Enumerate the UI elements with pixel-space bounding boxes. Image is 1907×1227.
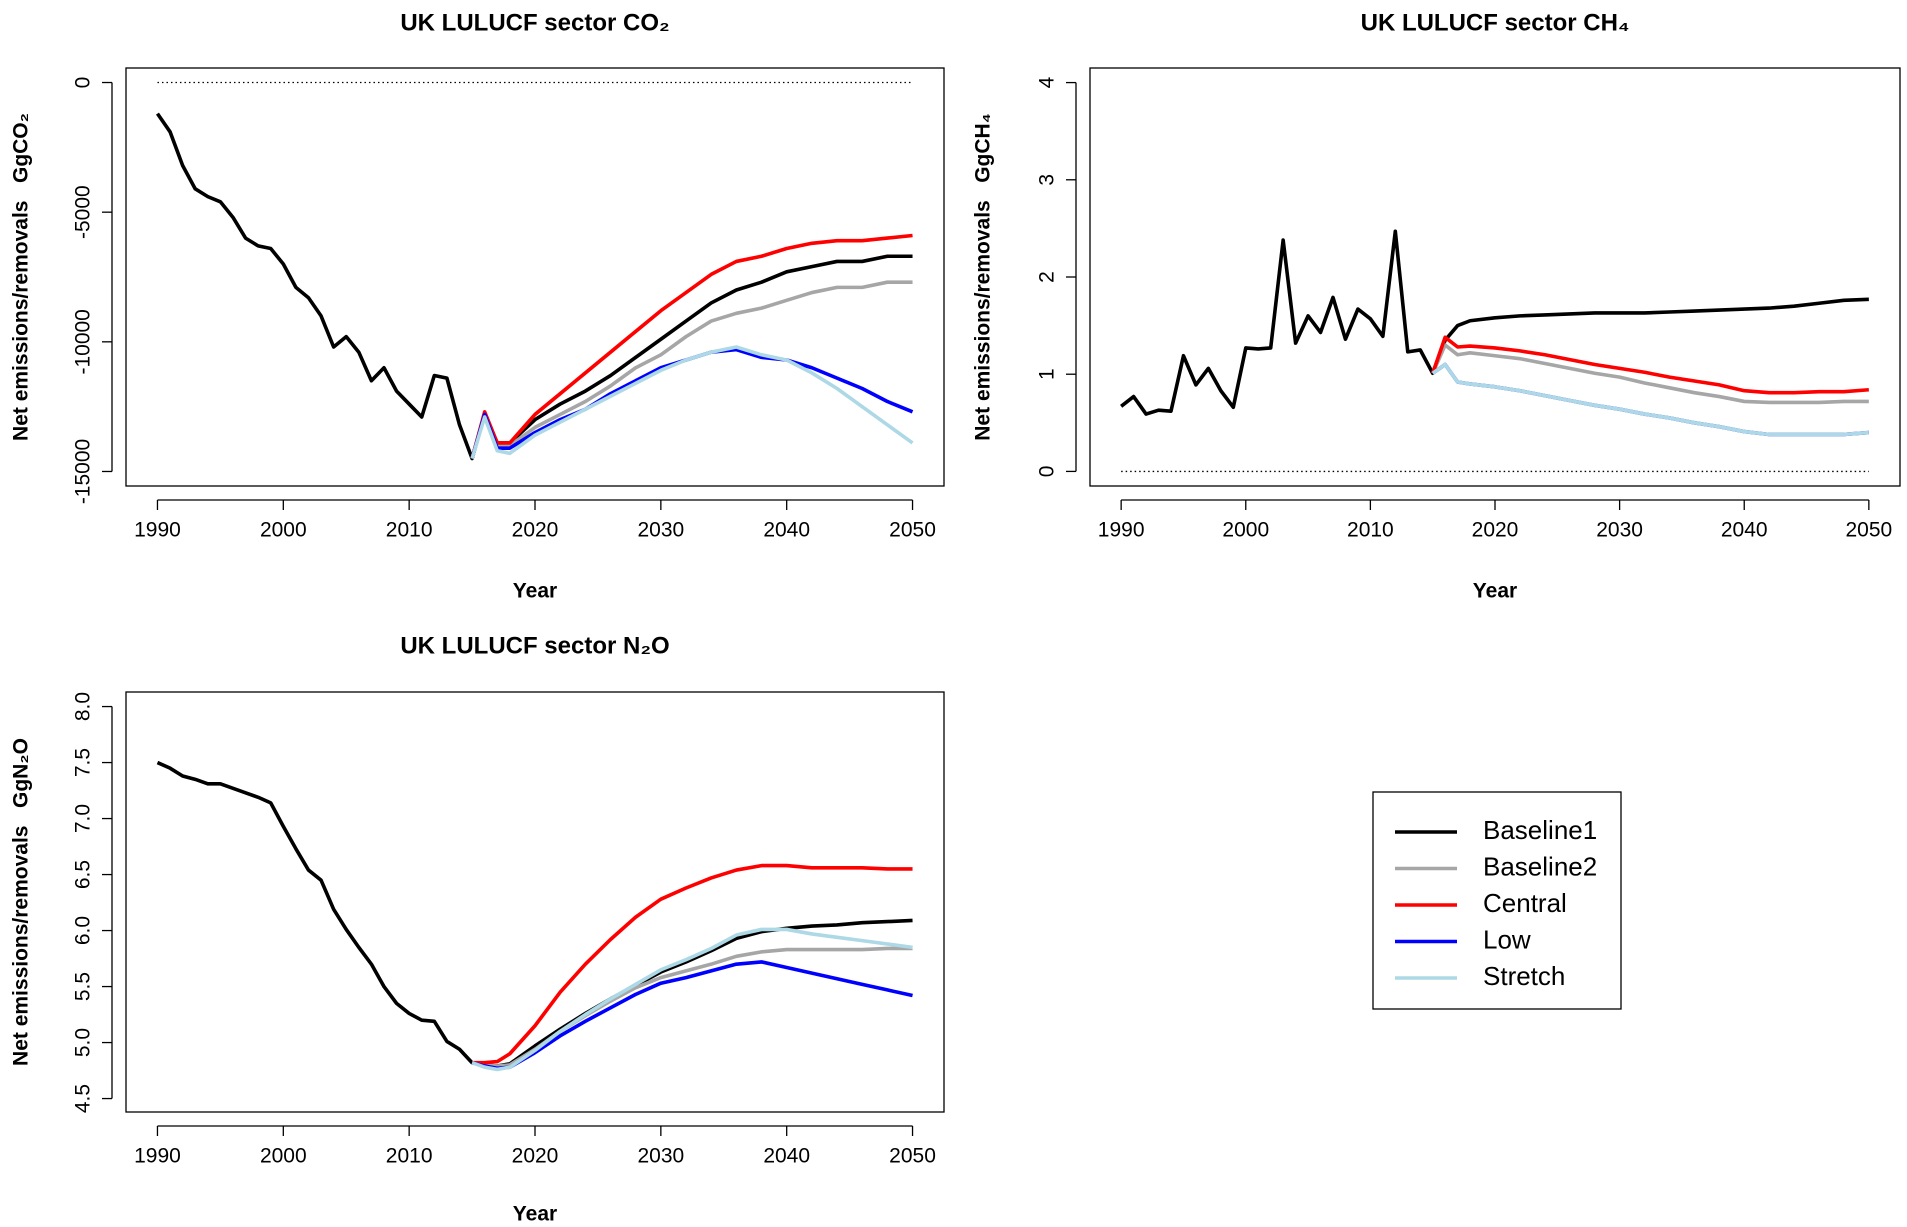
x-tick-label: 2010: [386, 519, 433, 542]
x-tick-label: 2050: [889, 519, 936, 542]
plot-frame: [125, 67, 945, 487]
legend-label: Central: [1483, 888, 1567, 918]
series-line: [155, 112, 913, 461]
series-line: [1431, 362, 1869, 437]
y-tick-label: 5.0: [72, 1028, 95, 1057]
x-tick-label: 2040: [1721, 519, 1768, 542]
x-tick-label: 2050: [889, 1145, 936, 1168]
y-tick-label: 6.0: [72, 916, 95, 945]
x-tick-label: 1990: [134, 1145, 181, 1168]
series-line: [156, 760, 913, 1068]
legend-label: Low: [1483, 924, 1531, 954]
chart-title: UK LULUCF sector CO₂: [400, 9, 669, 36]
y-axis-label: Net emissions/removals GgCO₂: [10, 113, 33, 441]
series-line: [470, 345, 914, 460]
y-tick-label: 4.5: [72, 1084, 95, 1113]
x-axis-label: Year: [513, 580, 557, 603]
x-axis-label: Year: [513, 1203, 557, 1226]
x-tick-label: 2030: [637, 519, 684, 542]
x-axis-label: Year: [1473, 580, 1517, 603]
x-tick-label: 2020: [512, 519, 559, 542]
series-line: [470, 347, 914, 460]
legend-label: Stretch: [1483, 961, 1565, 991]
x-tick-label: 2030: [1596, 519, 1643, 542]
y-tick-label: 8.0: [72, 692, 95, 721]
x-tick-label: 2030: [637, 1145, 684, 1168]
series-line: [472, 863, 913, 1065]
legend-label: Baseline1: [1483, 815, 1597, 845]
y-tick-label: 7.5: [72, 748, 95, 777]
y-tick-label: -15000: [72, 439, 95, 504]
x-tick-label: 2020: [512, 1145, 559, 1168]
series-line: [471, 927, 913, 1072]
y-tick-label: 7.0: [72, 804, 95, 833]
series-line: [1431, 343, 1869, 405]
y-tick-label: 3: [1036, 174, 1059, 186]
y-tick-label: 2: [1036, 271, 1059, 283]
legend-label: Baseline2: [1483, 851, 1597, 881]
y-tick-label: 1: [1036, 368, 1059, 380]
x-tick-label: 2010: [386, 1145, 433, 1168]
x-tick-label: 2000: [260, 1145, 307, 1168]
x-tick-label: 2040: [763, 1145, 810, 1168]
y-tick-label: -5000: [72, 185, 95, 239]
y-tick-label: 5.5: [72, 972, 95, 1001]
series-line: [1430, 335, 1869, 395]
plot-frame: [125, 691, 945, 1113]
y-axis-label: Net emissions/removals GgCH₄: [972, 113, 995, 440]
y-tick-label: -10000: [72, 309, 95, 374]
series-line: [470, 233, 913, 459]
y-tick-label: 0: [1036, 466, 1059, 478]
x-tick-label: 2050: [1845, 519, 1892, 542]
series-line: [471, 960, 913, 1071]
x-tick-label: 2020: [1472, 519, 1519, 542]
chart-title: UK LULUCF sector N₂O: [400, 632, 669, 659]
chart-title: UK LULUCF sector CH₄: [1361, 9, 1630, 36]
plot-frame: [1089, 67, 1901, 487]
legend-box: [1372, 791, 1622, 1010]
x-tick-label: 2000: [1222, 519, 1269, 542]
series-line: [1120, 229, 1869, 416]
series-line: [470, 280, 913, 460]
y-axis-label: Net emissions/removals GgN₂O: [10, 738, 33, 1066]
x-tick-label: 1990: [1098, 519, 1145, 542]
x-tick-label: 2040: [763, 519, 810, 542]
x-tick-label: 2000: [260, 519, 307, 542]
y-tick-label: 4: [1036, 76, 1059, 88]
x-tick-label: 2010: [1347, 519, 1394, 542]
y-tick-label: 0: [72, 77, 95, 89]
x-tick-label: 1990: [134, 519, 181, 542]
y-tick-label: 6.5: [72, 860, 95, 889]
